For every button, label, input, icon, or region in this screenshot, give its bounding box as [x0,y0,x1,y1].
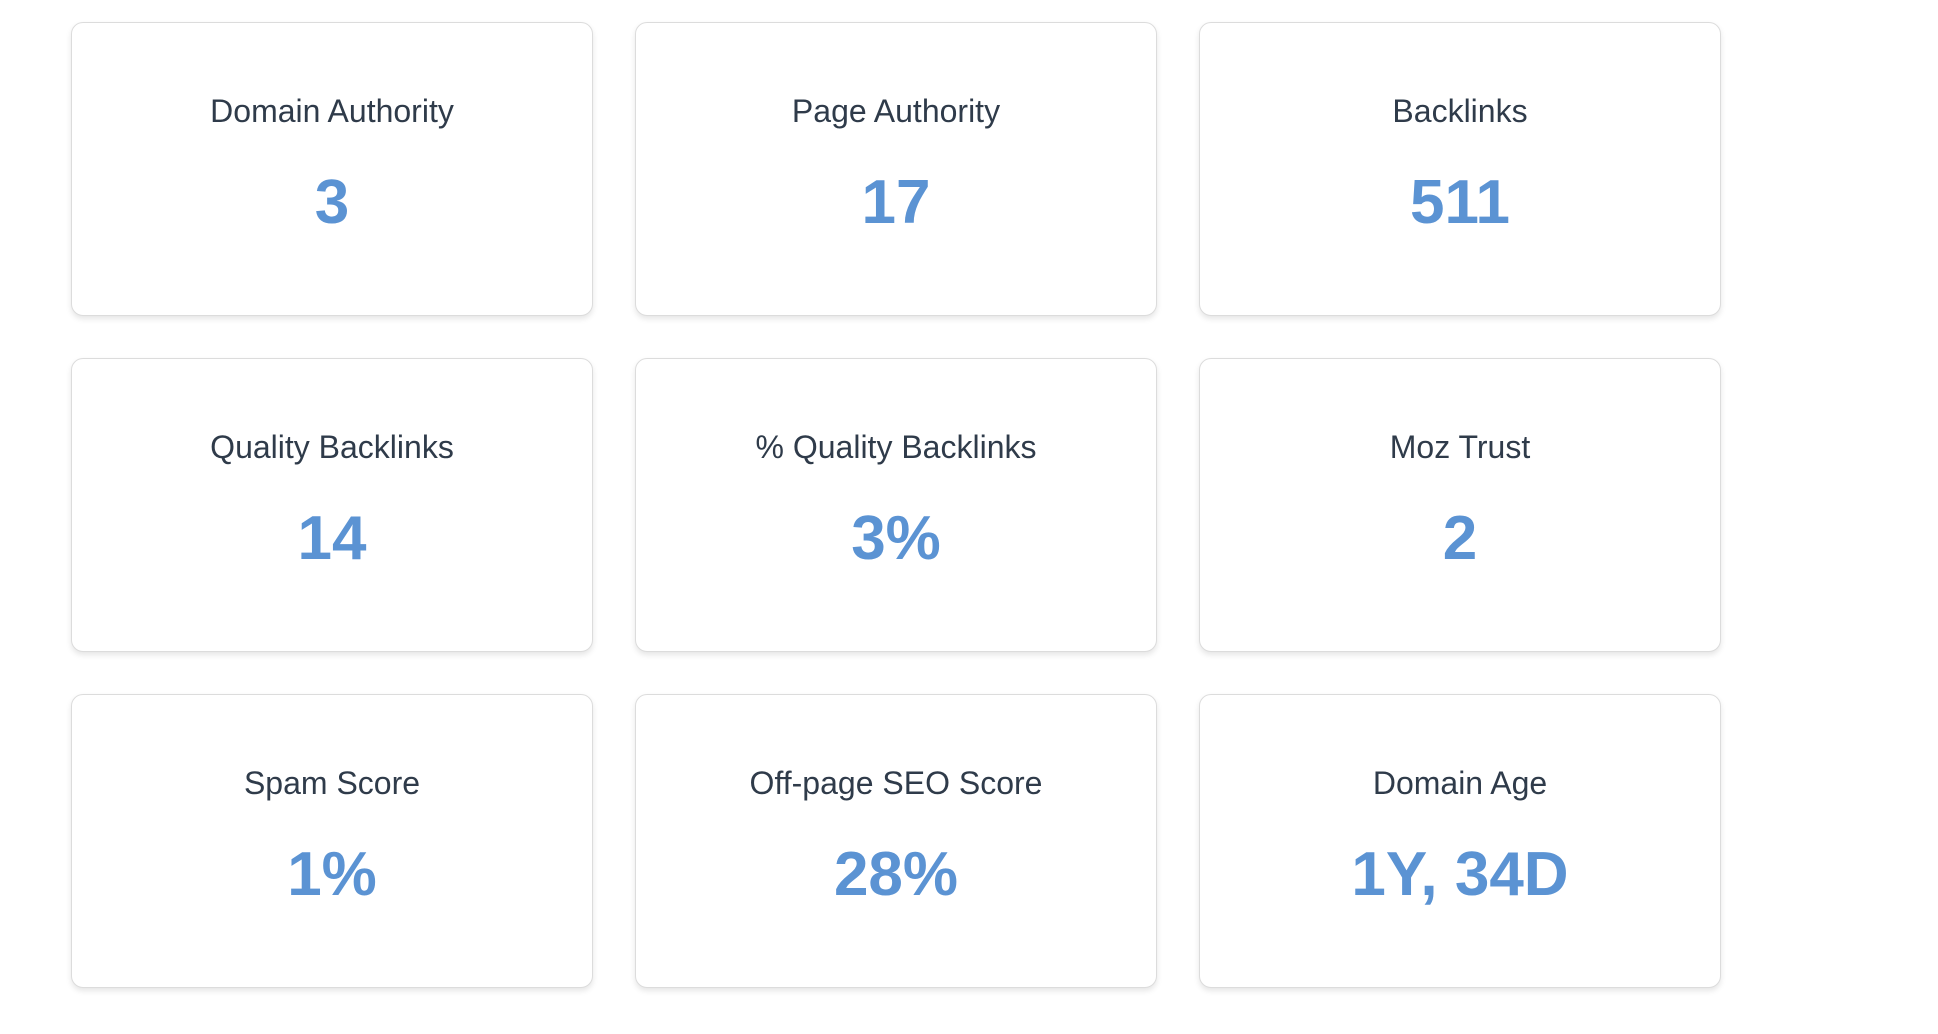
metric-card-domain-authority: Domain Authority 3 [71,22,593,316]
metric-card-page-authority: Page Authority 17 [635,22,1157,316]
metric-label: Page Authority [791,93,1001,129]
metric-value: 17 [861,168,931,237]
metric-label: Off-page SEO Score [749,765,1043,801]
metric-card-moz-trust: Moz Trust 2 [1199,358,1721,652]
metric-card-domain-age: Domain Age 1Y, 34D [1199,694,1721,988]
metric-card-spam-score: Spam Score 1% [71,694,593,988]
metric-card-off-page-seo-score: Off-page SEO Score 28% [635,694,1157,988]
metric-label: Spam Score [243,765,421,801]
metric-value: 1% [287,840,377,909]
metric-card-quality-backlinks: Quality Backlinks 14 [71,358,593,652]
metrics-grid: Domain Authority 3 Page Authority 17 Bac… [71,22,1721,988]
metric-card-backlinks: Backlinks 511 [1199,22,1721,316]
metric-label: Domain Age [1372,765,1548,801]
metric-label: Moz Trust [1389,429,1531,465]
metric-value: 28% [833,840,959,909]
metric-label: Quality Backlinks [210,429,454,465]
metric-value: 3% [851,504,941,573]
metric-value: 14 [297,504,367,573]
metric-label: % Quality Backlinks [755,429,1037,465]
metric-value: 3 [314,168,350,237]
metric-value: 2 [1442,504,1478,573]
metric-value: 511 [1409,168,1511,237]
metric-value: 1Y, 34D [1351,840,1569,909]
metric-label: Backlinks [1392,93,1528,129]
metric-card-percent-quality-backlinks: % Quality Backlinks 3% [635,358,1157,652]
metric-label: Domain Authority [210,93,454,129]
